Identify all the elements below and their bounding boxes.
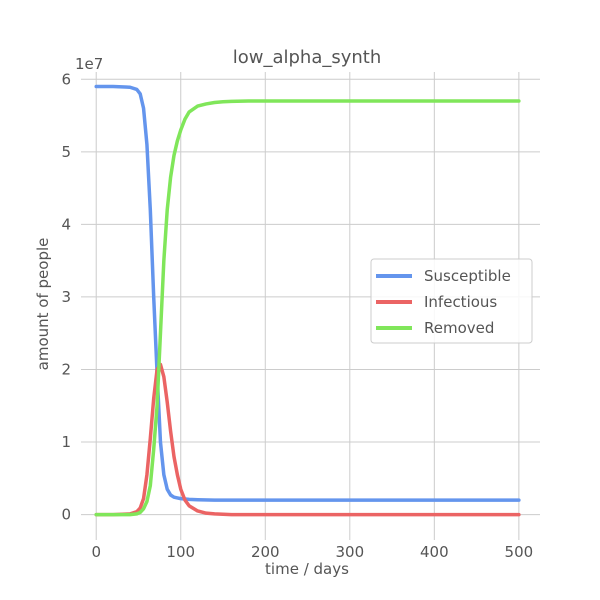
x-tick-label: 500 — [505, 543, 534, 561]
y-axis-label: amount of people — [34, 238, 52, 371]
x-tick-label: 100 — [166, 543, 195, 561]
legend-label-removed: Removed — [424, 319, 494, 337]
y-tick-label: 0 — [61, 506, 71, 524]
x-axis-label: time / days — [265, 560, 349, 578]
x-tick-label: 300 — [335, 543, 364, 561]
series-line-infectious — [94, 362, 521, 517]
y-tick-label: 1 — [61, 433, 71, 451]
x-axis: 0 100 200 300 400 500 — [91, 543, 533, 561]
legend: Susceptible Infectious Removed — [370, 258, 533, 344]
legend-box — [370, 258, 533, 344]
x-tick-label: 0 — [91, 543, 101, 561]
y-tick-label: 6 — [61, 70, 71, 88]
series-line-susceptible — [94, 84, 521, 502]
x-tick-label: 400 — [420, 543, 449, 561]
series-line-removed — [94, 99, 521, 517]
y-tick-label: 4 — [61, 215, 71, 233]
y-tick-label: 3 — [61, 288, 71, 306]
y-axis: 0 1 2 3 4 5 6 — [61, 70, 71, 523]
y-tick-label: 5 — [61, 143, 71, 161]
x-tick-label: 200 — [251, 543, 280, 561]
y-tick-label: 2 — [61, 360, 71, 378]
legend-label-susceptible: Susceptible — [424, 267, 511, 285]
series-lines — [94, 84, 521, 517]
chart-title: low_alpha_synth — [233, 47, 382, 68]
y-offset-label: 1e7 — [75, 55, 103, 73]
legend-label-infectious: Infectious — [424, 293, 497, 311]
